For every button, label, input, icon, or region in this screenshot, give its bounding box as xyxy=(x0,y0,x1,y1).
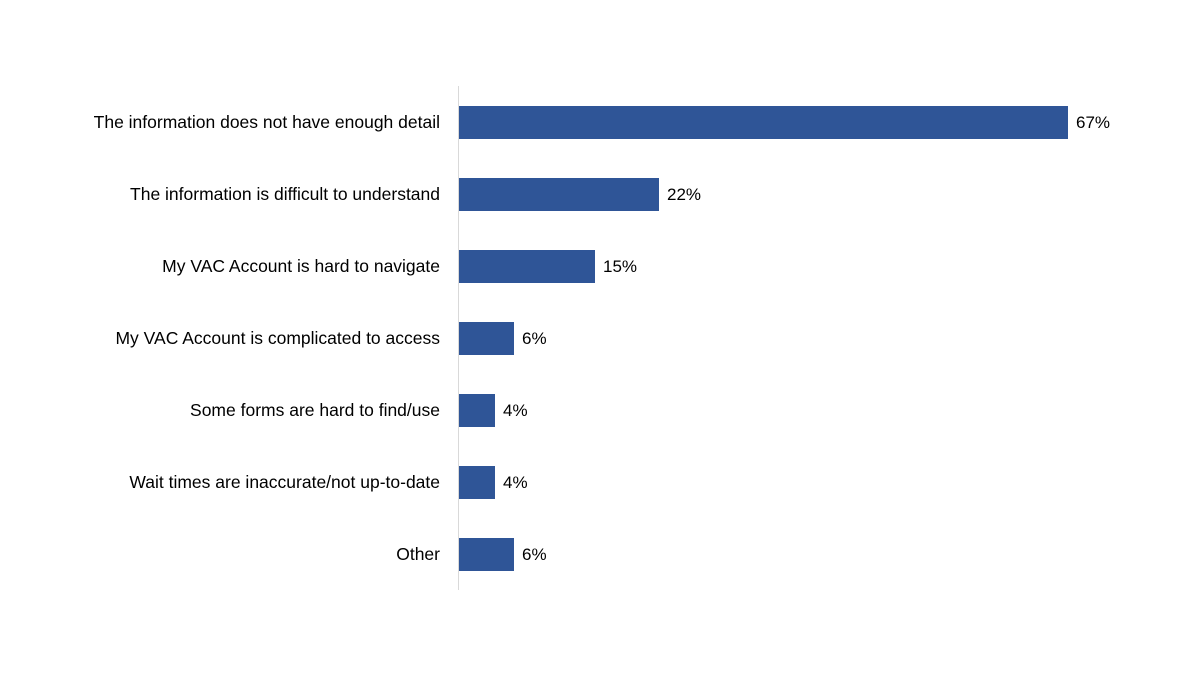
category-label: Wait times are inaccurate/not up-to-date xyxy=(129,472,440,492)
bar-row: The information is difficult to understa… xyxy=(0,178,1200,211)
bar xyxy=(459,178,659,211)
value-label: 67% xyxy=(1076,113,1111,132)
category-label: My VAC Account is complicated to access xyxy=(115,328,440,348)
value-label: 6% xyxy=(522,329,547,348)
value-label: 15% xyxy=(603,257,638,276)
value-label: 4% xyxy=(503,473,528,492)
bar xyxy=(459,538,514,571)
bar-row: Other 6% xyxy=(0,538,1200,571)
bar-row: My VAC Account is complicated to access 6… xyxy=(0,322,1200,355)
category-label: The information does not have enough det… xyxy=(93,112,440,132)
bar xyxy=(459,466,495,499)
value-label: 6% xyxy=(522,545,547,564)
bar xyxy=(459,394,495,427)
category-label: Some forms are hard to find/use xyxy=(190,400,440,420)
bar xyxy=(459,322,514,355)
bar-row: My VAC Account is hard to navigate 15% xyxy=(0,250,1200,283)
category-label: The information is difficult to understa… xyxy=(130,184,440,204)
bar-row: The information does not have enough det… xyxy=(0,106,1200,139)
bar xyxy=(459,250,595,283)
bar xyxy=(459,106,1068,139)
bar-row: Some forms are hard to find/use 4% xyxy=(0,394,1200,427)
category-axis-line xyxy=(458,86,459,590)
bar-row: Wait times are inaccurate/not up-to-date… xyxy=(0,466,1200,499)
value-label: 4% xyxy=(503,401,528,420)
value-label: 22% xyxy=(667,185,702,204)
category-label: Other xyxy=(396,544,440,564)
category-label: My VAC Account is hard to navigate xyxy=(162,256,440,276)
